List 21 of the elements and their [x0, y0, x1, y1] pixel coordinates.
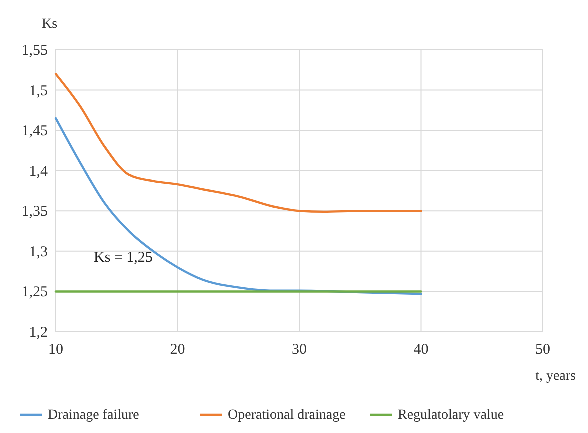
- x-tick-label: 40: [414, 342, 429, 358]
- y-axis-title: Ks: [42, 17, 58, 32]
- line-series: [54, 73, 422, 214]
- legend-label: Operational drainage: [228, 408, 346, 423]
- x-axis-title: t, years: [536, 369, 576, 384]
- y-tick-label: 1,55: [22, 43, 48, 59]
- x-tick-label: 30: [292, 342, 307, 358]
- x-tick-label: 10: [48, 342, 64, 358]
- legend-label: Drainage failure: [48, 408, 140, 423]
- line-series: [54, 117, 422, 296]
- y-tick-label: 1,3: [29, 244, 48, 260]
- y-tick-label: 1,45: [22, 124, 48, 140]
- y-tick-label: 1,4: [29, 164, 48, 180]
- legend-label: Regulatolary value: [398, 408, 504, 423]
- y-tick-label: 1,5: [29, 83, 48, 100]
- x-tick-label: 20: [170, 342, 186, 358]
- annotation: Ks = 1,25: [94, 250, 153, 266]
- y-tick-label: 1,35: [22, 204, 48, 220]
- y-tick-label: 1,2: [29, 325, 48, 341]
- x-tick-label: 50: [536, 342, 550, 358]
- y-tick-label: 1,25: [22, 284, 48, 301]
